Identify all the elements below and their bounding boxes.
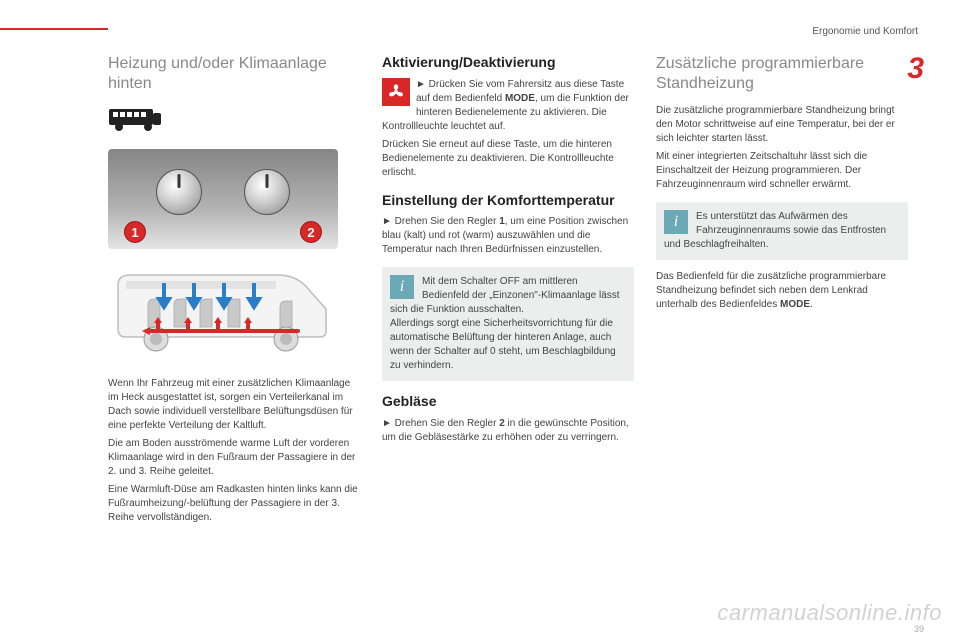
column-3: Zusätzliche programmierbare Standheizung… (656, 54, 908, 529)
accent-bar (0, 28, 108, 30)
col3-para-2: Mit einer integrierten Zeitschaltuhr läs… (656, 150, 908, 192)
content-columns: Heizung und/oder Klimaanlage hinten 1 2 (108, 54, 908, 529)
marker-1: 1 (124, 221, 146, 243)
text: Das Bedienfeld für die zusätzliche progr… (656, 271, 886, 310)
column-1: Heizung und/oder Klimaanlage hinten 1 2 (108, 54, 360, 529)
heading-activation: Aktivierung/Deaktivierung (382, 54, 634, 72)
activation-para-2: Drücken Sie erneut auf diese Taste, um d… (382, 138, 634, 180)
heading-fan: Gebläse (382, 393, 634, 411)
col1-para-3: Eine Warmluft-Düse am Radkasten hinten l… (108, 483, 360, 525)
activation-para-1: ► Drücken Sie vom Fahrersitz aus diese T… (382, 78, 634, 134)
col1-para-1: Wenn Ihr Fahrzeug mit einer zusätzlichen… (108, 377, 360, 433)
info-icon: i (664, 210, 688, 234)
column-2: Aktivierung/Deaktivierung ► Drücken Sie … (382, 54, 634, 529)
airflow-cutaway-image (108, 257, 338, 365)
fan-button-icon (382, 78, 410, 106)
col3-para-1: Die zusätzliche programmierbare Standhei… (656, 104, 908, 146)
dial-2-icon (244, 169, 290, 215)
col1-para-2: Die am Boden ausströmende warme Luft der… (108, 437, 360, 479)
mode-label: MODE (505, 93, 535, 104)
text: . (810, 299, 813, 310)
dial-1-icon (156, 169, 202, 215)
info-text-1: Mit dem Schalter OFF am mittleren Bedien… (390, 276, 620, 315)
col3-para-3: Das Bedienfeld für die zusätzliche progr… (656, 270, 908, 312)
col3-title: Zusätzliche programmierbare Standheizung (656, 54, 908, 94)
mode-label: MODE (780, 299, 810, 310)
text: ► Drehen Sie den Regler (382, 418, 499, 429)
page-number: 39 (914, 624, 924, 634)
section-header: Ergonomie und Komfort (812, 26, 918, 37)
temperature-para: ► Drehen Sie den Regler 1, um eine Posit… (382, 215, 634, 257)
rear-control-panel-image: 1 2 (108, 149, 338, 249)
col1-title: Heizung und/oder Klimaanlage hinten (108, 54, 360, 94)
info-text: Es unterstützt das Aufwärmen des Fahrzeu… (664, 211, 886, 250)
info-text-2: Allerdings sorgt eine Sicherheitsvorrich… (390, 318, 616, 371)
info-icon: i (390, 275, 414, 299)
heading-temperature: Einstellung der Komforttemperatur (382, 192, 634, 210)
info-box-off-switch: i Mit dem Schalter OFF am mittleren Bedi… (382, 267, 634, 381)
fan-para: ► Drehen Sie den Regler 2 in die gewünsc… (382, 417, 634, 445)
text: ► Drehen Sie den Regler (382, 216, 499, 227)
info-box-preheat: i Es unterstützt das Aufwärmen des Fahrz… (656, 202, 908, 260)
van-pictogram-icon (108, 104, 360, 137)
chapter-number: 3 (907, 52, 924, 86)
watermark: carmanualsonline.info (717, 600, 942, 626)
marker-2: 2 (300, 221, 322, 243)
